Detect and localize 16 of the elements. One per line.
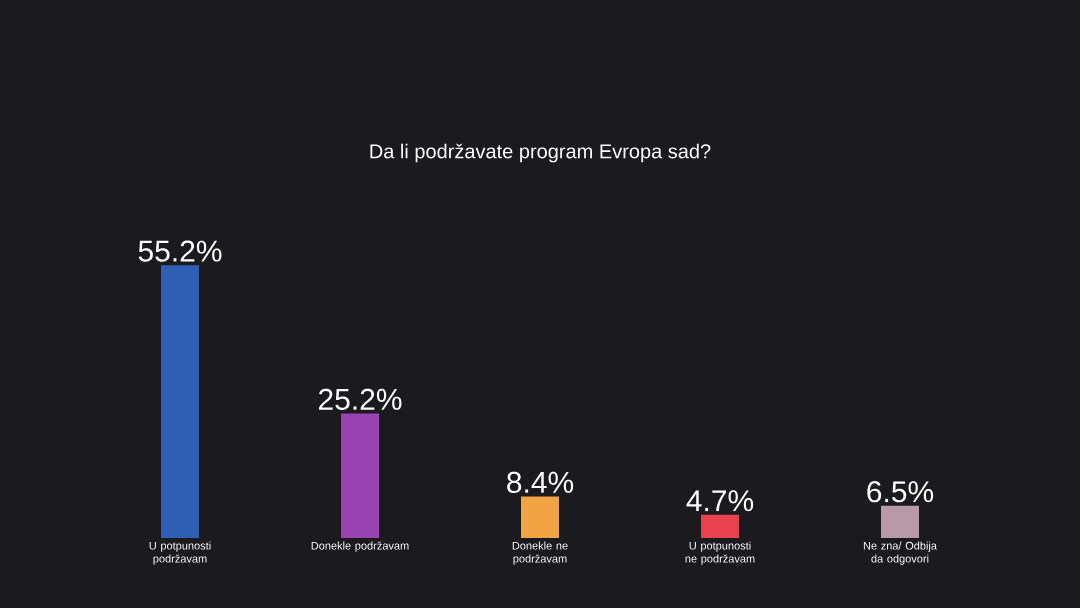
x-tick-label: Donekle ne podržavam (512, 541, 568, 565)
data-label: 25.2% (318, 388, 402, 410)
x-tick-label: U potpunosti podržavam (149, 541, 211, 565)
bar (521, 496, 559, 538)
data-label: 4.7% (686, 490, 754, 512)
x-tick-label: Donekle podržavam (311, 541, 409, 552)
bar (880, 505, 919, 538)
bar (701, 514, 739, 538)
bar (341, 413, 379, 538)
data-label: 6.5% (867, 481, 934, 503)
bar (161, 265, 200, 538)
x-tick-label: Ne zna/ Odbija da odgovori (863, 541, 937, 565)
x-tick-label: U potpunosti ne podržavam (685, 541, 755, 565)
data-label: 8.4% (507, 471, 574, 493)
chart-title: Da li podržavate program Evropa sad? (370, 143, 711, 163)
data-label: 55.2% (138, 240, 222, 262)
